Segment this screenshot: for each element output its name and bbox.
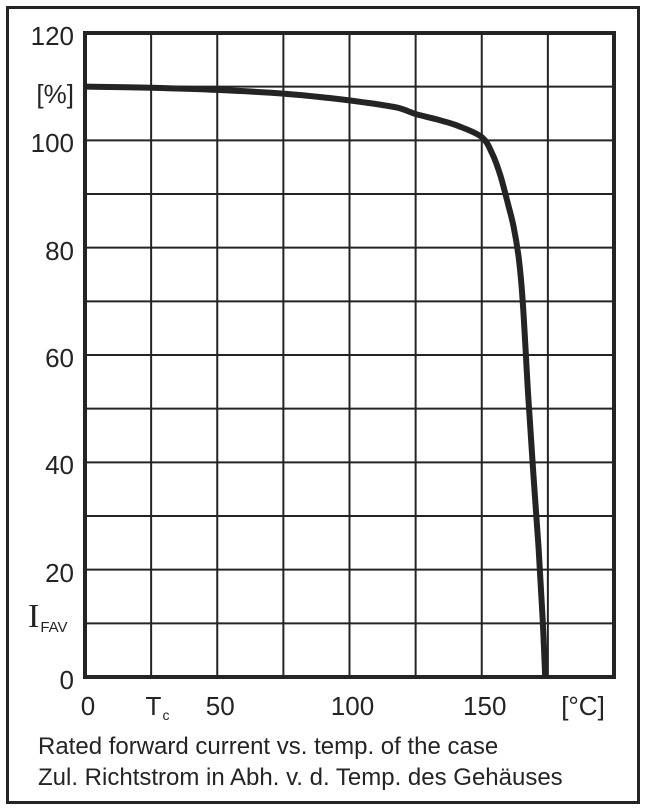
gridlines <box>85 33 614 677</box>
y-axis-symbol-subscript: FAV <box>40 619 68 636</box>
x-tick-label: 150 <box>463 691 507 721</box>
figure-frame <box>6 6 640 804</box>
x-tick-label: 0 <box>80 691 96 721</box>
y-axis-unit-label: [%] <box>36 79 74 109</box>
x-tick-label: 50 <box>205 691 235 721</box>
x-axis-symbol-label: Tc <box>145 691 170 725</box>
y-tick-label: 20 <box>45 557 74 588</box>
x-tick-label: 100 <box>330 691 375 721</box>
y-tick-label: 100 <box>30 128 74 159</box>
x-axis-symbol-subscript: c <box>162 707 170 723</box>
x-axis-symbol-main: T <box>145 691 162 721</box>
caption: Rated forward current vs. temp. of the c… <box>38 731 563 793</box>
y-axis-symbol-main: I <box>28 598 40 635</box>
y-tick-label: 0 <box>59 665 74 695</box>
plot-border <box>83 31 616 679</box>
derating-curve <box>84 83 549 678</box>
caption-line-german: Zul. Richtstrom in Abh. v. d. Temp. des … <box>38 764 563 791</box>
y-tick-label: 40 <box>45 450 74 481</box>
x-axis-unit-label: [°C] <box>561 691 605 721</box>
y-tick-label: 60 <box>45 343 74 373</box>
y-axis-symbol-label: IFAV <box>28 598 68 641</box>
y-tick-label: 80 <box>45 235 74 266</box>
y-tick-label: 120 <box>30 21 74 51</box>
caption-line-english: Rated forward current vs. temp. of the c… <box>38 733 499 760</box>
